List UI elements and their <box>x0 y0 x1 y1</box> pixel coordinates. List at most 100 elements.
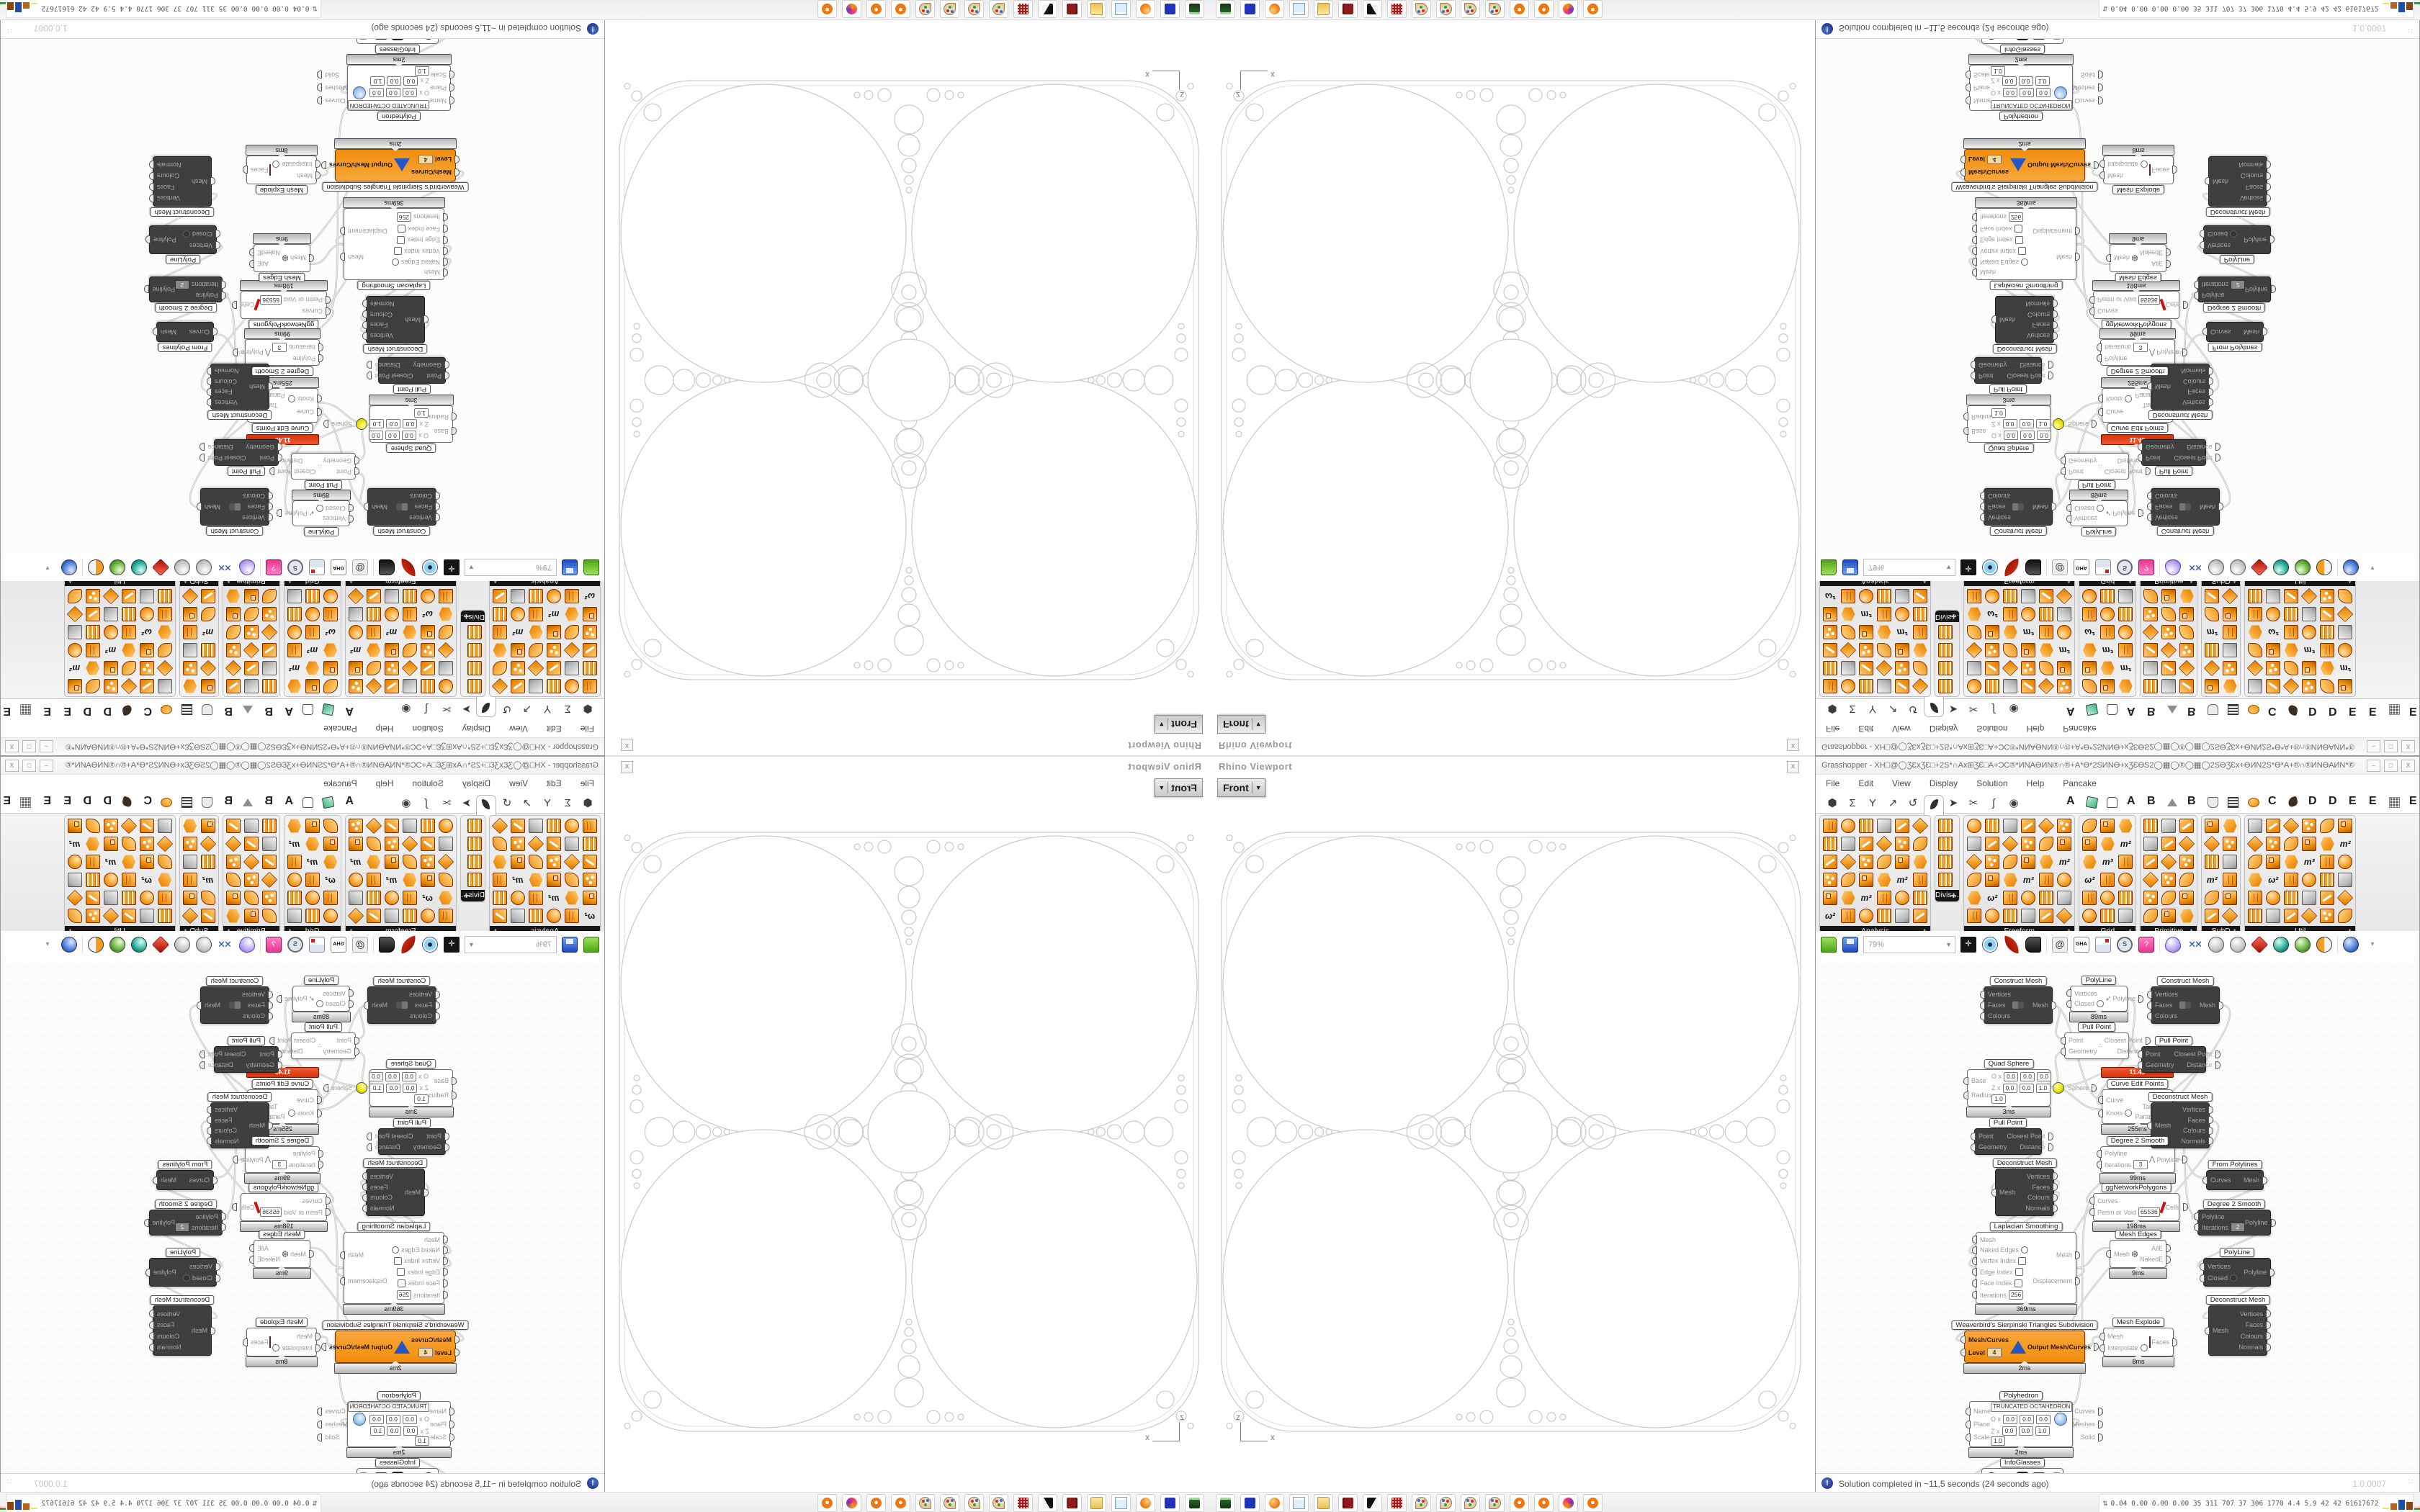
plugin-tab-14[interactable]: E <box>63 705 71 717</box>
component-icon[interactable] <box>419 678 436 695</box>
node-port[interactable]: Colours <box>1980 492 2010 500</box>
component-icon[interactable] <box>347 871 364 888</box>
component-icon[interactable] <box>2282 660 2300 677</box>
component-icon[interactable] <box>2117 853 2134 870</box>
component-icon[interactable] <box>437 624 454 641</box>
toggle-checkbox[interactable] <box>2014 1279 2022 1287</box>
node-port[interactable]: Closest Point <box>2105 467 2151 476</box>
node-port[interactable]: Polyline <box>277 994 308 1003</box>
component-icon[interactable] <box>563 678 581 695</box>
node-port[interactable]: Perim or Void 65536 <box>260 294 331 305</box>
plugin-tab-6[interactable]: B <box>2187 795 2196 807</box>
value-box[interactable]: 0.0 <box>2003 88 2018 98</box>
gh-node-degree-2-smooth[interactable]: Degree 2 Smooth 99ms Polyline Iterations 3 ⋀ P… <box>2097 328 2187 376</box>
component-icon[interactable] <box>419 817 436 834</box>
plugin-tab-12[interactable]: D <box>103 705 112 717</box>
component-icon[interactable]: m² <box>2117 660 2134 677</box>
component-icon[interactable] <box>527 889 544 906</box>
component-icon[interactable] <box>1937 871 1954 888</box>
component-icon[interactable] <box>1821 678 1839 695</box>
node-port[interactable]: Curves <box>2089 1197 2118 1205</box>
gh-node-deconstruct-mesh[interactable]: Deconstruct Mesh Mesh Vertices Faces Colours… <box>362 1158 429 1216</box>
component-icon[interactable] <box>1894 660 1911 677</box>
minimize-button[interactable]: – <box>40 740 53 752</box>
node-port[interactable]: Interpolate <box>272 160 321 168</box>
component-icon[interactable] <box>1984 642 2001 659</box>
intersect-tab[interactable]: ➤ <box>462 797 472 809</box>
component-icon[interactable] <box>466 678 483 695</box>
component-icon[interactable] <box>365 853 382 870</box>
node-port[interactable]: Vertices <box>409 990 440 999</box>
ball-teal-icon[interactable] <box>130 559 148 576</box>
taskbar-app-blender[interactable] <box>866 0 886 18</box>
toggle-circle[interactable] <box>2021 258 2029 266</box>
node-port[interactable]: Closest Point <box>269 1036 315 1045</box>
node-port[interactable]: Level 4 <box>418 154 460 164</box>
taskbar-app-rug-red[interactable] <box>1013 0 1033 18</box>
node-port[interactable]: Level 4 <box>1960 1348 2002 1358</box>
component-icon[interactable] <box>182 678 199 695</box>
open-folder-icon[interactable] <box>1820 559 1837 576</box>
component-icon[interactable] <box>1984 624 2001 641</box>
value-box[interactable]: 1.0 <box>414 1436 429 1446</box>
component-icon[interactable] <box>66 907 84 924</box>
maths-tab[interactable]: Σ <box>1849 797 1856 809</box>
value-box[interactable]: 1.0 <box>2035 1426 2050 1436</box>
component-icon[interactable] <box>2178 889 2195 906</box>
node-port[interactable]: Point <box>336 467 359 476</box>
component-icon[interactable] <box>1876 678 1893 695</box>
value-box[interactable]: 1.0 <box>2035 1083 2051 1093</box>
component-icon[interactable] <box>2020 907 2037 924</box>
menu-item-view[interactable]: View <box>1892 778 1911 788</box>
value-box[interactable]: 2 <box>2231 1223 2246 1233</box>
component-icon[interactable] <box>1821 660 1839 677</box>
node-port[interactable]: Vertices <box>323 514 354 523</box>
node-port[interactable]: Plane <box>430 1420 454 1428</box>
lamp-icon[interactable] <box>2208 559 2225 576</box>
taskbar-app-palette[interactable] <box>1461 0 1480 18</box>
node-port[interactable]: Curves <box>302 307 331 315</box>
puzzle-icon[interactable] <box>2048 39 2061 40</box>
node-port[interactable]: Mesh <box>290 254 314 262</box>
component-icon[interactable] <box>84 588 102 605</box>
zoom-select[interactable]: 79% ▼ <box>465 559 557 576</box>
node-port[interactable]: Normals <box>2238 1343 2271 1351</box>
component-icon[interactable] <box>2282 853 2300 870</box>
save-icon[interactable] <box>1842 936 1859 953</box>
node-port[interactable]: Iterations 256 <box>396 1290 448 1300</box>
component-icon[interactable] <box>84 642 102 659</box>
value-box[interactable]: 65536 <box>260 1207 282 1218</box>
node-port[interactable]: AllE <box>248 1244 269 1253</box>
component-icon[interactable] <box>286 889 303 906</box>
component-icon[interactable] <box>1984 678 2001 695</box>
component-icon[interactable] <box>1839 835 1857 852</box>
taskbar-app-firefox[interactable] <box>1559 1494 1578 1512</box>
component-icon[interactable] <box>419 660 436 677</box>
gh-node-ggnetworkpolygons[interactable]: ggNetworkPolygons 198ms Curves Perim or Voi… <box>232 1183 331 1232</box>
component-icon[interactable] <box>1839 907 1857 924</box>
node-port[interactable]: Colours <box>410 1012 440 1020</box>
node-port[interactable]: Faces <box>1980 503 2006 511</box>
mountain-tab-icon[interactable] <box>2167 798 2177 806</box>
node-port[interactable]: Faces <box>149 1320 175 1329</box>
component-icon[interactable] <box>365 835 382 852</box>
node-port[interactable]: Vertices <box>207 398 238 407</box>
node-port[interactable]: Mesh <box>2244 328 2267 336</box>
menu-item-pancake[interactable]: Pancake <box>2063 724 2097 734</box>
taskbar-app-calculator[interactable] <box>1289 0 1309 18</box>
shield-tab-icon[interactable] <box>2208 704 2218 715</box>
taskbar-app-palette[interactable] <box>940 1494 959 1512</box>
component-icon[interactable] <box>2002 835 2019 852</box>
component-icon[interactable] <box>2178 835 2195 852</box>
toggle-checkbox[interactable] <box>2015 235 2023 244</box>
gh-node-construct-mesh[interactable]: Construct Mesh Vertices Faces Colours Mesh <box>197 976 273 1024</box>
gh-node-construct-mesh[interactable]: Construct Mesh Vertices Faces Colours Mesh <box>197 488 273 536</box>
component-icon[interactable] <box>200 889 217 906</box>
caret-icon[interactable]: ▾ <box>2364 936 2381 953</box>
value-box[interactable]: 1.0 <box>369 1083 385 1093</box>
menu-item-edit[interactable]: Edit <box>546 724 562 734</box>
component-icon[interactable] <box>2203 660 2220 677</box>
node-port[interactable]: Mesh <box>2147 1121 2171 1130</box>
component-icon[interactable] <box>419 624 436 641</box>
gh-node-infoglasses[interactable]: InfoGlasses1ms <box>1981 39 2063 54</box>
